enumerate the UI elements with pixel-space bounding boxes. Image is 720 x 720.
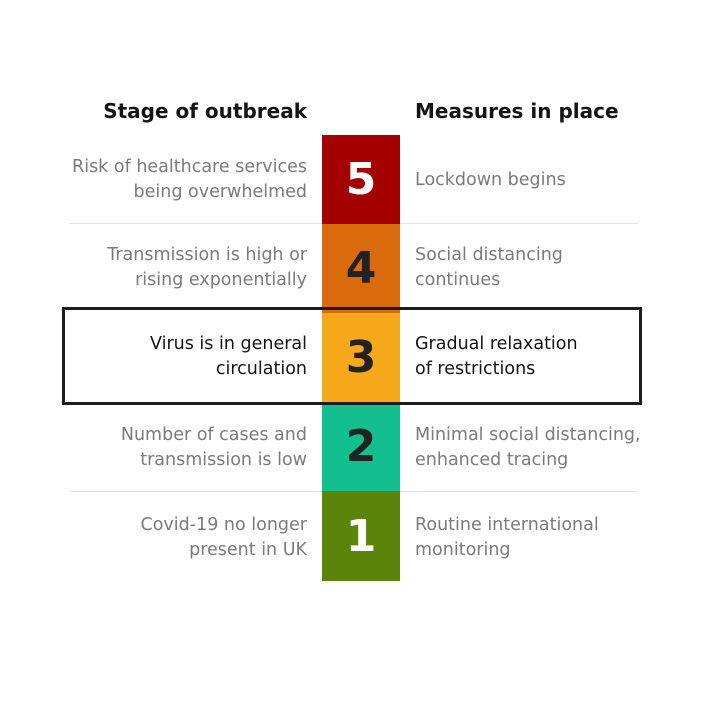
- level-1-measure-text: Routine international monitoring: [415, 513, 655, 563]
- divider-2-1-left: [70, 491, 322, 492]
- level-2-stage-text: Number of cases and transmission is low: [47, 423, 307, 473]
- measures-in-place-header: Measures in place: [415, 99, 619, 123]
- level-3-measure-text: Gradual relaxation of restrictions: [415, 332, 655, 382]
- level-1-number: 1: [345, 510, 377, 562]
- level-5-stage-line-2: being overwhelmed: [133, 182, 307, 202]
- level-2-measure-line-1: Minimal social distancing,: [415, 425, 641, 445]
- level-4-measure-line-1: Social distancing: [415, 245, 563, 265]
- level-3-number: 3: [345, 332, 377, 383]
- level-5-number: 5: [345, 154, 377, 205]
- level-4-number: 4: [345, 243, 377, 294]
- level-2-number: 2: [345, 421, 377, 472]
- level-1-measure-line-1: Routine international: [415, 515, 599, 535]
- stage-of-outbreak-header: Stage of outbreak: [103, 99, 307, 123]
- level-1-stage-line-2: present in UK: [189, 540, 307, 560]
- level-2-stage-line-1: Number of cases and: [120, 425, 307, 445]
- level-1-stage-text: Covid-19 no longer present in UK: [47, 513, 308, 563]
- level-3-stage-line-2: circulation: [215, 359, 307, 379]
- level-5-block: 5: [322, 135, 400, 224]
- level-3-measure-line-1: Gradual relaxation: [415, 334, 578, 354]
- level-2-measure-line-2: enhanced tracing: [415, 450, 569, 470]
- level-2-measure-text: Minimal social distancing, enhanced trac…: [415, 423, 655, 473]
- level-4-measure-line-2: continues: [415, 270, 501, 290]
- level-1-measure-line-2: monitoring: [415, 540, 511, 560]
- level-3-stage-text: Virus is in general circulation: [47, 332, 307, 382]
- level-3-stage-line-1: Virus is in general: [150, 334, 307, 354]
- divider-2-1-right: [400, 491, 638, 492]
- level-4-stage-line-2: rising exponentially: [135, 270, 307, 290]
- level-1-stage-line-1: Covid-19 no longer: [140, 515, 308, 535]
- divider-5-4-left: [70, 223, 322, 224]
- level-1-block: 1: [322, 491, 400, 581]
- level-3-measure-line-2: of restrictions: [415, 359, 536, 379]
- level-4-stage-text: Transmission is high or rising exponenti…: [47, 243, 307, 293]
- level-4-measure-text: Social distancing continues: [415, 243, 655, 293]
- level-4-block: 4: [322, 224, 400, 313]
- level-5-measure-text: Lockdown begins: [415, 168, 655, 193]
- level-5-measure-line-1: Lockdown begins: [415, 170, 566, 190]
- level-4-stage-line-1: Transmission is high or: [107, 245, 307, 265]
- divider-5-4-right: [400, 223, 638, 224]
- level-5-stage-text: Risk of healthcare services being overwh…: [47, 155, 307, 205]
- level-3-block: 3: [322, 313, 400, 402]
- level-2-block: 2: [322, 402, 400, 491]
- level-5-stage-line-1: Risk of healthcare services: [72, 157, 307, 177]
- level-2-stage-line-2: transmission is low: [140, 450, 307, 470]
